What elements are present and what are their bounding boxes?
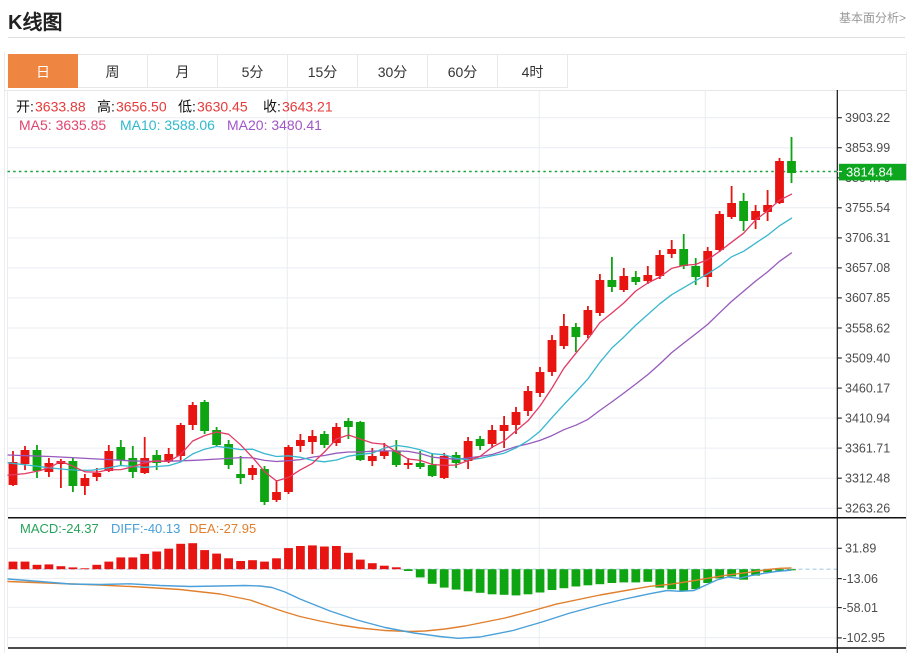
svg-text:3657.08: 3657.08 [845, 261, 890, 275]
svg-text:3706.31: 3706.31 [845, 231, 890, 245]
svg-text:3903.22: 3903.22 [845, 111, 890, 125]
svg-text:DIFF:-40.13: DIFF:-40.13 [111, 521, 180, 536]
svg-text:3643.21: 3643.21 [282, 98, 333, 114]
svg-text:3630.45: 3630.45 [197, 98, 248, 114]
svg-text:3814.84: 3814.84 [846, 164, 893, 179]
svg-text:收:: 收: [263, 98, 281, 114]
svg-text:3853.99: 3853.99 [845, 141, 890, 155]
svg-text:MA5: 3635.85: MA5: 3635.85 [19, 117, 106, 133]
svg-text:开:: 开: [16, 98, 34, 114]
svg-text:-58.01: -58.01 [843, 601, 878, 615]
svg-text:3509.40: 3509.40 [845, 351, 890, 365]
svg-text:31.89: 31.89 [845, 542, 876, 556]
svg-text:-102.95: -102.95 [843, 631, 885, 645]
svg-text:3361.71: 3361.71 [845, 441, 890, 455]
svg-text:3263.26: 3263.26 [845, 502, 890, 516]
svg-text:3312.48: 3312.48 [845, 472, 890, 486]
svg-text:3558.62: 3558.62 [845, 321, 890, 335]
svg-text:3460.17: 3460.17 [845, 381, 890, 395]
svg-text:-13.06: -13.06 [843, 572, 878, 586]
svg-text:低:: 低: [178, 98, 196, 114]
svg-text:3656.50: 3656.50 [116, 98, 167, 114]
svg-text:3633.88: 3633.88 [35, 98, 86, 114]
svg-text:DEA:-27.95: DEA:-27.95 [189, 521, 256, 536]
svg-text:3755.54: 3755.54 [845, 201, 890, 215]
svg-text:高:: 高: [97, 98, 115, 114]
svg-text:MACD:-24.37: MACD:-24.37 [20, 521, 99, 536]
svg-text:MA20: 3480.41: MA20: 3480.41 [227, 117, 322, 133]
svg-text:MA10: 3588.06: MA10: 3588.06 [120, 117, 215, 133]
svg-text:3410.94: 3410.94 [845, 411, 890, 425]
svg-text:3607.85: 3607.85 [845, 291, 890, 305]
